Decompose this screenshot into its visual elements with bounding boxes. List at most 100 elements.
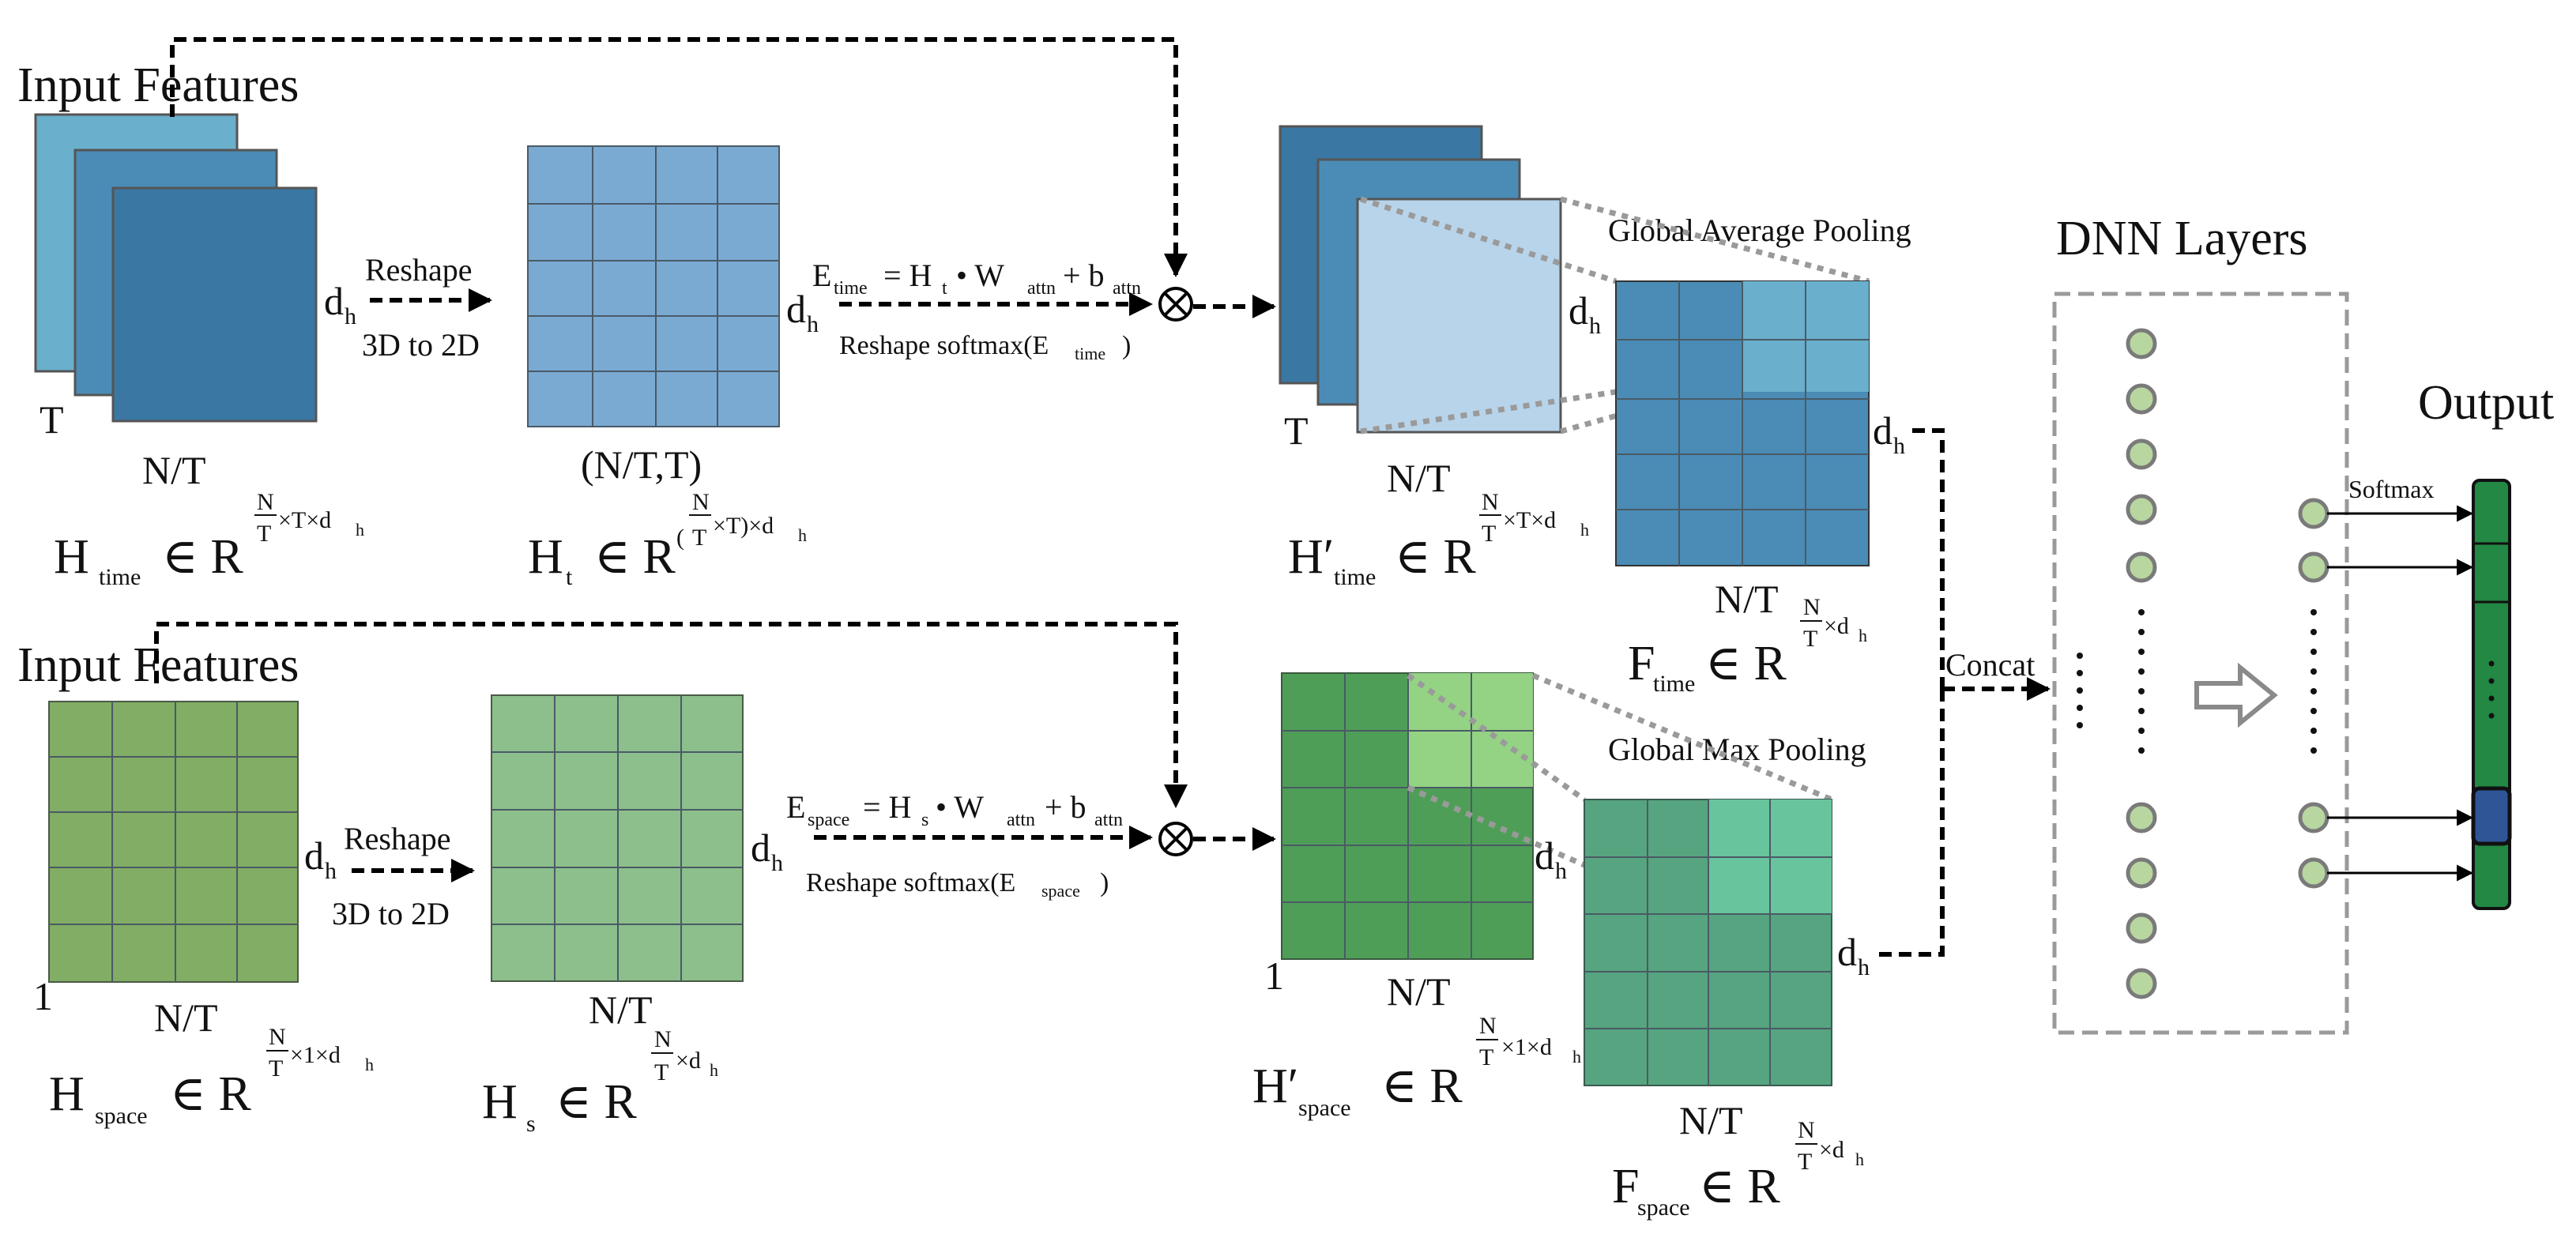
e-time-label: E	[812, 258, 831, 293]
ht-t: T	[692, 525, 706, 551]
space-axis-nt: N/T	[154, 995, 218, 1040]
ht-sub: t	[566, 564, 573, 590]
f-time-sub: time	[1653, 671, 1695, 697]
time-pool-lines	[1359, 196, 1870, 435]
hprime-time-label: H′	[1288, 530, 1334, 584]
hprime-space-sub: space	[1298, 1095, 1351, 1121]
h-time-label: H	[54, 530, 89, 584]
concat-label: Concat	[1945, 647, 2035, 683]
f-time-dims: ×d	[1824, 613, 1849, 639]
time-dh-1: d	[324, 279, 344, 323]
f-space-t: T	[1798, 1149, 1812, 1175]
e-time-equation: E time = H t • W attn + b attn	[812, 258, 1141, 299]
softmax-label: Softmax	[2348, 475, 2434, 503]
time-reshape-softmax: Reshape softmax(E time )	[839, 331, 1131, 363]
time-softmax-close: )	[1122, 331, 1131, 360]
time-dh-1-sub: h	[345, 303, 356, 329]
hs-grid	[491, 694, 744, 982]
space-reshape-3d2d: 3D to 2D	[332, 896, 450, 931]
space-reshape-softmax: Reshape softmax(E space )	[806, 868, 1109, 901]
f-space-n: N	[1798, 1117, 1815, 1143]
space-dh-2-sub: h	[771, 850, 783, 876]
e-time-battn: attn	[1113, 278, 1141, 299]
space-reshape-label: Reshape	[344, 821, 451, 856]
e-time-sub: time	[834, 278, 868, 299]
dnn-title: DNN Layers	[2056, 212, 2308, 265]
output-selected-cell	[2471, 786, 2512, 846]
e-space-w: • W	[936, 789, 984, 825]
space-softmax-sub: space	[1041, 881, 1080, 901]
dnn-hidden-nodes	[2126, 328, 2157, 999]
h-space-formula: H space ∈ R N T ×1×d h	[49, 1024, 374, 1129]
time-input-stack	[34, 113, 318, 423]
f-space-dh-left-sub: h	[1555, 858, 1567, 884]
f-time-dh-right-sub: h	[1893, 433, 1905, 459]
f-space-dh-left: d	[1535, 833, 1554, 878]
dnn-box	[2052, 292, 2349, 1035]
hollow-arrow-icon	[2194, 662, 2278, 728]
hprime-time-dims: ×T×d	[1503, 507, 1556, 533]
h-time-formula: H time ∈ R N T ×T×d h	[54, 489, 364, 590]
f-time-h: h	[1859, 626, 1867, 645]
ht-formula: H t ∈ R ( N T ×T)×d h	[528, 489, 807, 590]
h-space-dims: ×1×d	[290, 1042, 341, 1068]
e-space-battn: attn	[1094, 810, 1123, 830]
h-time-sub: time	[99, 564, 141, 590]
time-axis-t: T	[40, 397, 64, 442]
space-softmax-label: Reshape softmax(E	[806, 868, 1015, 897]
f-space-axis-nt: N/T	[1679, 1098, 1743, 1142]
f-time-axis-nt: N/T	[1715, 577, 1779, 621]
h-time-in: ∈ R	[162, 530, 243, 584]
hs-axis-nt: N/T	[589, 988, 653, 1032]
e-space-sub: space	[808, 810, 849, 830]
e-space-label: E	[786, 789, 805, 825]
time-pool-label: Global Average Pooling	[1608, 213, 1911, 248]
time-input-title: Input Features	[17, 58, 299, 112]
hprime-time-h: h	[1580, 520, 1589, 540]
space-input-title: Input Features	[17, 638, 299, 692]
hprime-space-formula: H′ space ∈ R N T ×1×d h	[1252, 1013, 1581, 1121]
time-skip-connection	[170, 37, 1188, 277]
f-space-grid	[1584, 799, 1832, 1086]
hprime-time-formula: H′ time ∈ R N T ×T×d h	[1288, 489, 1589, 590]
e-space-attn: attn	[1007, 810, 1035, 830]
time-reshape-3d2d: 3D to 2D	[362, 327, 480, 363]
hprime-time-axis-t: T	[1284, 408, 1309, 453]
hs-t: T	[654, 1059, 668, 1085]
f-space-formula: F space ∈ R N T ×d h	[1612, 1117, 1864, 1221]
time-dh-2-sub: h	[807, 311, 819, 337]
time-reshape-label: Reshape	[365, 252, 473, 288]
space-dh-1: d	[304, 833, 324, 878]
f-time-n: N	[1803, 594, 1821, 620]
hprime-time-t: T	[1482, 521, 1496, 547]
concat-space-line	[1879, 689, 1945, 957]
e-time-t: t	[942, 278, 947, 299]
time-dh-2: d	[786, 287, 806, 331]
f-time-dh-left-sub: h	[1589, 313, 1601, 339]
f-time-t: T	[1803, 626, 1817, 652]
hprime-time-axis-nt: N/T	[1387, 456, 1451, 500]
time-softmax-label: Reshape softmax(E	[839, 331, 1049, 360]
h-time-t: T	[257, 521, 271, 547]
time-axis-nt: N/T	[142, 448, 206, 492]
f-space-dims: ×d	[1819, 1137, 1844, 1163]
f-space-dh-right-sub: h	[1858, 954, 1870, 980]
hs-sub: s	[526, 1111, 536, 1137]
f-space-in: ∈ R	[1699, 1160, 1780, 1213]
space-pool-lines	[1406, 672, 1833, 868]
e-time-rest: = H	[883, 258, 932, 293]
hprime-space-grid	[1281, 672, 1534, 960]
h-space-t: T	[269, 1055, 283, 1082]
e-space-s: s	[921, 810, 928, 830]
space-pool-label: Global Max Pooling	[1608, 732, 1866, 767]
ht-h: h	[798, 525, 807, 545]
hs-in: ∈ R	[555, 1075, 637, 1129]
ht-grid	[527, 145, 780, 427]
h-time-h: h	[356, 520, 364, 540]
f-space-dh-right: d	[1837, 930, 1857, 974]
hprime-space-in: ∈ R	[1381, 1059, 1463, 1113]
e-time-w: • W	[956, 258, 1004, 293]
dnn-last-dots	[2310, 609, 2317, 754]
dnn-left-dots	[2077, 653, 2083, 728]
